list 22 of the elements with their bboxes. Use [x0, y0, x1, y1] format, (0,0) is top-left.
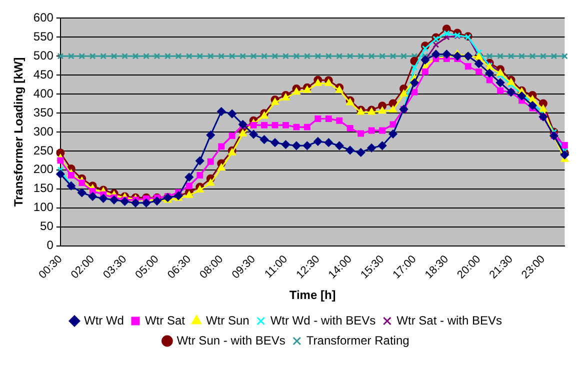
- legend-label: Wtr Wd - with BEVs: [270, 313, 376, 328]
- y-tick-label: 600: [33, 10, 54, 25]
- y-tick-label: 450: [33, 67, 54, 82]
- legend-label: Wtr Sat - with BEVs: [396, 313, 502, 328]
- y-tick-label: 500: [33, 48, 54, 62]
- legend-label: Wtr Sun - with BEVs: [176, 333, 286, 348]
- y-tick-label: 400: [33, 86, 54, 100]
- legend-label: Transformer Rating: [306, 333, 410, 348]
- y-tick-label: 150: [33, 181, 54, 196]
- y-tick-label: 0: [46, 238, 54, 252]
- y-tick-label: 350: [33, 105, 54, 120]
- y-axis-title: Transformer Loading [kW]: [12, 57, 26, 207]
- y-tick-label: 100: [33, 200, 54, 214]
- y-tick-label: 200: [33, 162, 54, 176]
- legend-label: Wtr Sat: [144, 313, 186, 328]
- x-axis-title: Time [h]: [289, 288, 336, 302]
- y-tick-label: 250: [33, 143, 54, 158]
- legend-label: Wtr Wd: [84, 313, 124, 328]
- y-tick-label: 550: [33, 29, 54, 44]
- y-tick-label: 300: [33, 124, 54, 138]
- y-tick-label: 50: [40, 219, 54, 234]
- legend-label: Wtr Sun: [206, 313, 250, 328]
